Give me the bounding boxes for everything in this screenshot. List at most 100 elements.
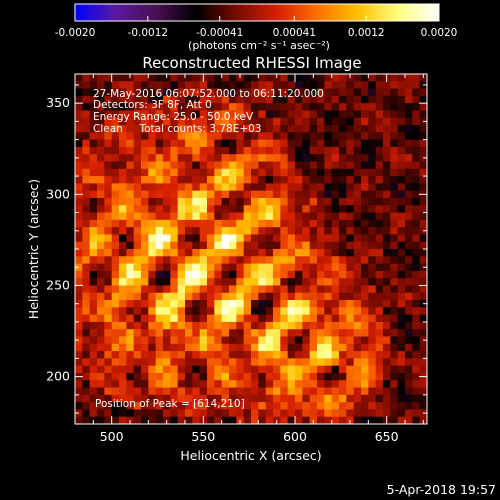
heatmap-cell: [251, 81, 259, 89]
heatmap-cell: [141, 343, 149, 352]
heatmap-cell: [207, 227, 215, 235]
heatmap-cell: [265, 402, 274, 410]
heatmap-cell: [89, 307, 98, 316]
heatmap-cell: [229, 103, 237, 111]
heatmap-cell: [317, 161, 325, 170]
heatmap-cell: [258, 176, 267, 184]
heatmap-cell: [207, 176, 215, 184]
heatmap-cell: [185, 402, 193, 410]
heatmap-cell: [207, 146, 215, 155]
heatmap-cell: [97, 95, 105, 104]
heatmap-cell: [170, 321, 179, 330]
heatmap-cell: [207, 219, 215, 228]
heatmap-cell: [258, 402, 267, 410]
heatmap-cell: [133, 117, 142, 126]
heatmap-cell: [397, 351, 406, 359]
heatmap-cell: [192, 154, 201, 162]
heatmap-cell: [148, 74, 157, 82]
heatmap-cell: [82, 263, 91, 272]
heatmap-cell: [221, 402, 230, 410]
heatmap-cell: [170, 219, 179, 228]
heatmap-cell: [280, 278, 289, 286]
heatmap-cell: [133, 212, 142, 221]
heatmap-cell: [302, 358, 311, 367]
heatmap-cell: [82, 329, 91, 337]
heatmap-cell: [119, 256, 127, 264]
heatmap-cell: [207, 372, 215, 381]
heatmap-cell: [185, 125, 193, 133]
heatmap-cell: [104, 307, 113, 316]
heatmap-cell: [331, 278, 340, 286]
heatmap-cell: [265, 205, 274, 213]
heatmap-cell: [361, 307, 369, 316]
heatmap-cell: [375, 263, 384, 272]
heatmap-cell: [97, 351, 105, 359]
heatmap-cell: [243, 219, 252, 228]
heatmap-cell: [258, 358, 267, 367]
heatmap-cell: [111, 336, 120, 345]
heatmap-cell: [177, 81, 186, 89]
heatmap-cell: [346, 249, 355, 257]
heatmap-cell: [214, 285, 223, 294]
heatmap-cell: [163, 227, 171, 235]
heatmap-cell: [412, 103, 421, 111]
heatmap-cell: [97, 117, 105, 126]
heatmap-cell: [82, 241, 91, 250]
heatmap-cell: [251, 336, 259, 345]
heatmap-cell: [287, 263, 296, 272]
heatmap-cell: [192, 270, 201, 279]
heatmap-cell: [251, 365, 259, 374]
heatmap-cell: [309, 95, 318, 104]
heatmap-cell: [331, 321, 340, 330]
heatmap-cell: [346, 292, 355, 301]
heatmap-cell: [155, 205, 164, 213]
heatmap-cell: [104, 197, 113, 206]
heatmap-cell: [346, 190, 355, 199]
heatmap-cell: [243, 343, 252, 352]
heatmap-cell: [346, 205, 355, 213]
heatmap-cell: [177, 234, 186, 243]
heatmap-cell: [199, 358, 208, 367]
heatmap-cell: [383, 95, 391, 104]
heatmap-cell: [295, 380, 303, 388]
heatmap-cell: [82, 234, 91, 243]
heatmap-cell: [221, 81, 230, 89]
heatmap-cell: [170, 205, 179, 213]
heatmap-cell: [397, 285, 406, 294]
heatmap-cell: [97, 314, 105, 323]
heatmap-cell: [295, 110, 303, 119]
peak-position-label: Position of Peak = [614,210]: [95, 398, 245, 410]
heatmap-cell: [177, 74, 186, 82]
heatmap-cell: [375, 314, 384, 323]
heatmap-cell: [317, 205, 325, 213]
heatmap-cell: [412, 321, 421, 330]
heatmap-cell: [346, 241, 355, 250]
heatmap-cell: [287, 402, 296, 410]
heatmap-cell: [185, 329, 193, 337]
heatmap-cell: [280, 380, 289, 388]
heatmap-cell: [273, 139, 281, 148]
heatmap-cell: [104, 372, 113, 381]
heatmap-cell: [97, 249, 105, 257]
heatmap-cell: [368, 117, 377, 126]
heatmap-cell: [221, 219, 230, 228]
heatmap-cell: [258, 416, 267, 424]
heatmap-cell: [346, 154, 355, 162]
heatmap-cell: [214, 95, 223, 104]
heatmap-cell: [185, 416, 193, 424]
heatmap-cell: [397, 139, 406, 148]
heatmap-cell: [339, 117, 347, 126]
heatmap-cell: [309, 117, 318, 126]
heatmap-cell: [361, 343, 369, 352]
heatmap-cell: [185, 110, 193, 119]
heatmap-cell: [375, 205, 384, 213]
heatmap-cell: [397, 402, 406, 410]
heatmap-cell: [163, 380, 171, 388]
heatmap-cell: [383, 351, 391, 359]
heatmap-cell: [368, 365, 377, 374]
heatmap-cell: [214, 146, 223, 155]
heatmap-cell: [82, 387, 91, 396]
heatmap-cell: [331, 139, 340, 148]
heatmap-cell: [287, 307, 296, 316]
heatmap-cell: [339, 270, 347, 279]
